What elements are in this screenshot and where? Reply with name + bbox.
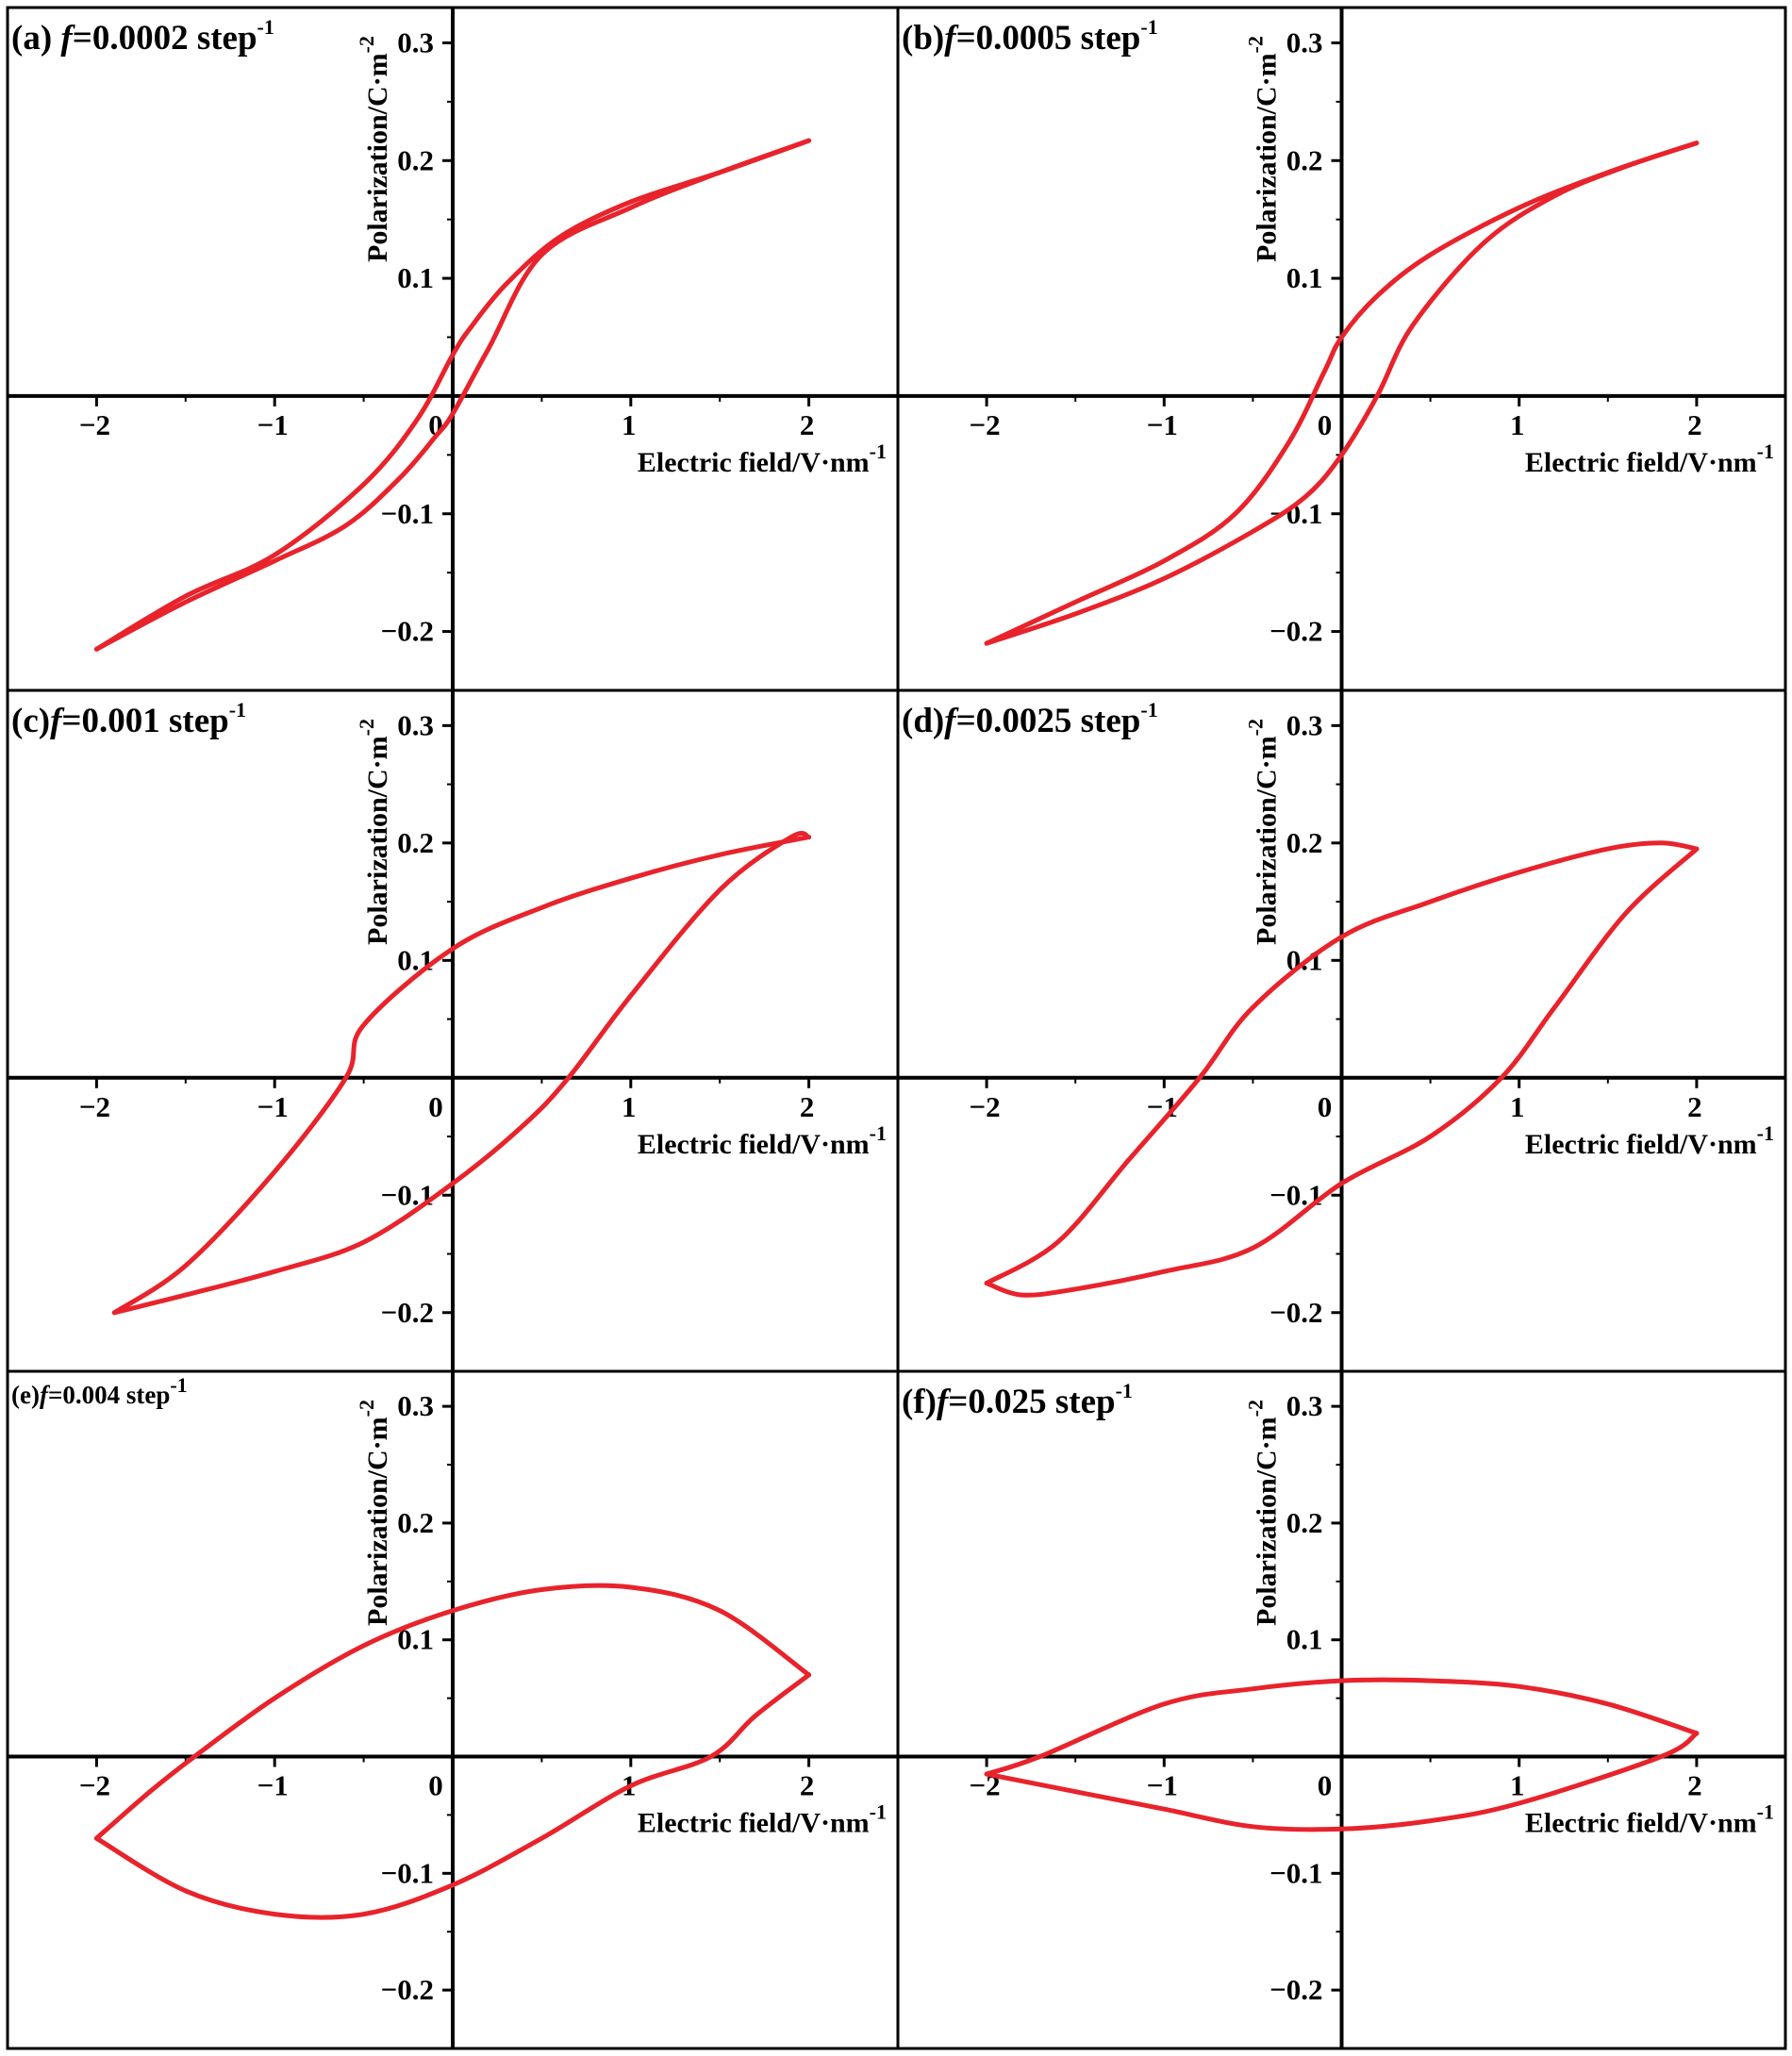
- x-axis-title: Electric field/V·nm-1: [1525, 1800, 1774, 1839]
- y-tick-label: 0.3: [1286, 25, 1323, 58]
- y-tick-label: 0.3: [397, 1389, 434, 1422]
- x-tick-label: 1: [1510, 1090, 1525, 1123]
- x-tick-label: −1: [257, 408, 289, 441]
- hysteresis-branch-up: [984, 1731, 1700, 1832]
- x-axis-title: Electric field/V·nm-1: [1525, 1121, 1774, 1160]
- panel-title: (b)f=0.0005 step-1: [902, 15, 1158, 58]
- y-axis-title: Polarization/C·m-2: [355, 1400, 393, 1626]
- x-tick-label: −2: [970, 408, 1001, 441]
- y-tick-label: −0.1: [381, 497, 434, 530]
- hysteresis-branch-down: [93, 1583, 812, 1841]
- y-tick-label: −0.1: [1269, 1178, 1322, 1211]
- x-tick-label: 2: [1687, 408, 1702, 441]
- x-tick-label: 2: [800, 1769, 815, 1802]
- y-tick-label: −0.1: [381, 1856, 434, 1889]
- hysteresis-branch-up: [111, 831, 812, 1316]
- x-tick-label: −2: [79, 408, 110, 441]
- y-tick-label: 0.1: [1286, 261, 1323, 294]
- panel-c: −2 −1 0 1 2 0.3 0.2 0.1 −0.1 −0.2 Electric field/V…: [6, 688, 900, 1373]
- x-tick-label: 1: [1510, 408, 1525, 441]
- hysteresis-branch-up: [93, 1672, 812, 1920]
- x-tick-label: −2: [79, 1090, 110, 1123]
- x-axis-title: Electric field/V·nm-1: [638, 439, 887, 478]
- x-tick-label: −2: [970, 1090, 1001, 1123]
- hysteresis-branch-up: [984, 846, 1700, 1298]
- y-tick-label: 0.2: [1286, 826, 1323, 859]
- y-tick-label: −0.2: [1269, 1973, 1322, 2006]
- x-axis-title: Electric field/V·nm-1: [638, 1800, 887, 1839]
- x-tick-label: 0: [1318, 1769, 1333, 1802]
- y-tick-label: 0.2: [397, 826, 434, 859]
- x-tick-label: −1: [1147, 1769, 1178, 1802]
- y-tick-label: −0.2: [381, 1296, 434, 1329]
- y-tick-label: 0.2: [1286, 1506, 1323, 1539]
- x-tick-label: −1: [1147, 408, 1178, 441]
- hysteresis-branch-down: [984, 840, 1700, 1286]
- y-tick-label: 0.1: [397, 261, 434, 294]
- hysteresis-branch-down: [111, 835, 812, 1316]
- x-tick-label: 2: [800, 408, 815, 441]
- y-axis-title: Polarization/C·m-2: [355, 36, 393, 262]
- y-tick-label: −0.2: [381, 615, 434, 648]
- panel-title: (f)f=0.025 step-1: [902, 1379, 1133, 1421]
- y-tick-label: 0.2: [397, 143, 434, 176]
- y-axis-title: Polarization/C·m-2: [1244, 719, 1283, 945]
- y-tick-label: −0.2: [1269, 615, 1322, 648]
- y-axis-title: Polarization/C·m-2: [1244, 1400, 1283, 1626]
- panel-title: (e)f=0.004 step-1: [11, 1373, 188, 1409]
- x-tick-label: 1: [622, 1090, 637, 1123]
- x-tick-label: 0: [428, 1090, 443, 1123]
- y-axis-title: Polarization/C·m-2: [355, 719, 393, 945]
- x-tick-label: −1: [257, 1090, 289, 1123]
- y-tick-label: −0.2: [1269, 1296, 1322, 1329]
- y-tick-label: 0.2: [1286, 143, 1323, 176]
- hysteresis-branch-up: [984, 141, 1700, 646]
- y-tick-label: 0.3: [397, 25, 434, 58]
- x-axis-title: Electric field/V·nm-1: [1525, 439, 1774, 478]
- y-tick-label: 0.1: [397, 943, 434, 976]
- x-tick-label: 0: [1318, 1090, 1333, 1123]
- x-axis-title: Electric field/V·nm-1: [638, 1121, 887, 1160]
- y-tick-label: −0.1: [1269, 1856, 1322, 1889]
- y-axis-title: Polarization/C·m-2: [1244, 36, 1283, 262]
- hysteresis-branch-down: [984, 1677, 1700, 1777]
- y-tick-label: 0.1: [1286, 1623, 1323, 1656]
- x-tick-label: 2: [1687, 1769, 1702, 1802]
- hysteresis-branch-down: [93, 138, 812, 652]
- x-tick-label: 1: [622, 408, 637, 441]
- y-tick-label: 0.3: [1286, 708, 1323, 741]
- y-tick-label: 0.3: [397, 708, 434, 741]
- x-tick-label: 2: [800, 1090, 815, 1123]
- x-tick-label: 0: [428, 1769, 443, 1802]
- panel-title: (d)f=0.0025 step-1: [902, 698, 1158, 740]
- x-tick-label: −2: [79, 1769, 110, 1802]
- y-tick-label: −0.2: [381, 1973, 434, 2006]
- hysteresis-branch-down: [984, 141, 1700, 646]
- x-tick-label: 2: [1687, 1090, 1702, 1123]
- panel-title: (a) f=0.0002 step-1: [11, 15, 274, 58]
- x-tick-label: 0: [1318, 408, 1333, 441]
- x-tick-label: 1: [1510, 1769, 1525, 1802]
- hysteresis-branch-up: [93, 138, 812, 652]
- y-tick-label: −0.1: [381, 1178, 434, 1211]
- panel-title: (c)f=0.001 step-1: [11, 698, 246, 740]
- x-tick-label: −1: [257, 1769, 289, 1802]
- y-tick-label: 0.3: [1286, 1389, 1323, 1422]
- y-tick-label: 0.2: [397, 1506, 434, 1539]
